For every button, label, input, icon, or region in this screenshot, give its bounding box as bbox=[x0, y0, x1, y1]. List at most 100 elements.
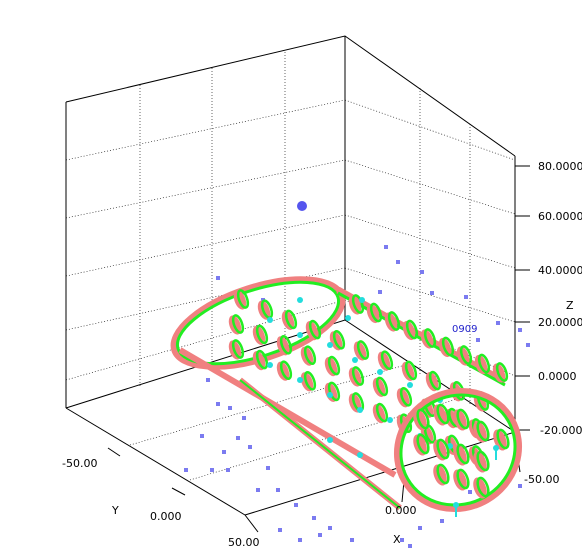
strut-marker bbox=[297, 377, 303, 383]
ring-inner bbox=[459, 345, 473, 365]
ring-inner bbox=[495, 362, 509, 382]
strut-marker bbox=[267, 317, 273, 323]
scatter-points bbox=[184, 201, 530, 548]
annotation-label: 0909 bbox=[452, 324, 477, 335]
z-axis-label: Z bbox=[566, 299, 574, 312]
scatter-point bbox=[206, 378, 210, 382]
x-tick-label: 0.000 bbox=[385, 504, 417, 517]
scatter-point bbox=[464, 295, 468, 299]
strut-marker bbox=[297, 297, 303, 303]
ring-inner bbox=[416, 433, 430, 455]
x-axis-label: X bbox=[393, 533, 401, 546]
z-tick-label: 0.0000 bbox=[538, 370, 577, 383]
scatter-point bbox=[384, 245, 388, 249]
scatter-point bbox=[222, 450, 226, 454]
z-tick-label: 20.0000 bbox=[538, 316, 582, 329]
ring-inner bbox=[375, 376, 389, 397]
scatter-point bbox=[318, 533, 322, 537]
strut-marker bbox=[407, 382, 413, 388]
scatter-point bbox=[266, 466, 270, 470]
ring-inner bbox=[303, 370, 317, 391]
scatter-point bbox=[328, 526, 332, 530]
scatter-point bbox=[400, 538, 404, 542]
strut-marker bbox=[493, 445, 499, 451]
plot-frame bbox=[65, 35, 516, 516]
cylinder-rail bbox=[239, 379, 401, 509]
scatter-point bbox=[294, 503, 298, 507]
ring-inner bbox=[356, 340, 370, 360]
strut-marker bbox=[352, 357, 358, 363]
scatter-point bbox=[496, 321, 500, 325]
ring-inner bbox=[279, 360, 293, 381]
scatter-point bbox=[242, 416, 246, 420]
scatter-point bbox=[420, 270, 424, 274]
scatter-point bbox=[278, 528, 282, 532]
ring-inner bbox=[303, 345, 317, 366]
strut-marker bbox=[357, 452, 363, 458]
ring-inner bbox=[456, 443, 470, 465]
strut-marker bbox=[327, 392, 333, 398]
z-tick-label: 40.0000 bbox=[538, 264, 582, 277]
ring-inner bbox=[416, 408, 430, 430]
ring-inner bbox=[284, 309, 298, 330]
ring-inner bbox=[387, 311, 401, 331]
scatter-point bbox=[200, 434, 204, 438]
z-tick-label: 80.0000 bbox=[538, 160, 582, 173]
scatter-point bbox=[236, 436, 240, 440]
scatter-point bbox=[184, 468, 188, 472]
end-cap-outer bbox=[393, 387, 523, 513]
y-tick-label: 0.000 bbox=[150, 510, 182, 523]
scatter-point bbox=[228, 406, 232, 410]
end-cap-inner bbox=[175, 280, 341, 366]
ring-inner bbox=[477, 353, 491, 374]
scatter-point bbox=[440, 519, 444, 523]
ring-inner bbox=[332, 329, 346, 350]
cylinder-structure bbox=[170, 276, 523, 517]
strut-marker bbox=[377, 369, 383, 375]
ring-inner bbox=[231, 339, 245, 359]
scatter-point bbox=[476, 338, 480, 342]
ring-inner bbox=[441, 336, 455, 357]
strut-marker bbox=[387, 417, 393, 423]
scatter-point bbox=[216, 402, 220, 406]
ring-inner bbox=[255, 349, 269, 370]
x-tick-label: -50.00 bbox=[524, 473, 559, 486]
ring-inner bbox=[236, 289, 250, 309]
ring-inner bbox=[405, 319, 419, 340]
ring-inner bbox=[423, 328, 437, 348]
strut-marker bbox=[267, 362, 273, 368]
y-tick-label: -50.00 bbox=[62, 457, 97, 470]
scatter-point bbox=[468, 490, 472, 494]
strut-marker bbox=[327, 437, 333, 443]
ring-inner bbox=[231, 314, 245, 334]
scatter-point bbox=[430, 291, 434, 295]
ring-inner bbox=[476, 450, 490, 472]
strut-marker bbox=[297, 332, 303, 338]
scatter-point bbox=[396, 260, 400, 264]
ring-inner bbox=[496, 428, 510, 450]
scatter-point bbox=[378, 290, 382, 294]
scatter-point bbox=[518, 484, 522, 488]
ring-inner bbox=[436, 463, 450, 485]
scatter-point bbox=[216, 276, 220, 280]
strut-marker bbox=[357, 407, 363, 413]
strut-marker bbox=[453, 502, 459, 508]
scatter-point bbox=[418, 526, 422, 530]
ring-inner bbox=[436, 438, 450, 460]
scatter-point bbox=[312, 516, 316, 520]
strut-marker bbox=[327, 342, 333, 348]
scatter-point bbox=[276, 488, 280, 492]
ring-inner bbox=[404, 360, 418, 381]
ring-inner bbox=[375, 402, 389, 423]
y-tick-label: 50.00 bbox=[228, 536, 260, 549]
scatter-point bbox=[350, 538, 354, 542]
ring-inner bbox=[351, 366, 365, 386]
z-tick-label: -20.0000 bbox=[540, 424, 582, 437]
ring-inner bbox=[428, 370, 442, 391]
ring-inner bbox=[476, 476, 490, 498]
ring-inner bbox=[255, 324, 269, 345]
scatter-point bbox=[298, 538, 302, 542]
scatter-point bbox=[526, 343, 530, 347]
scatter-point bbox=[408, 544, 412, 548]
